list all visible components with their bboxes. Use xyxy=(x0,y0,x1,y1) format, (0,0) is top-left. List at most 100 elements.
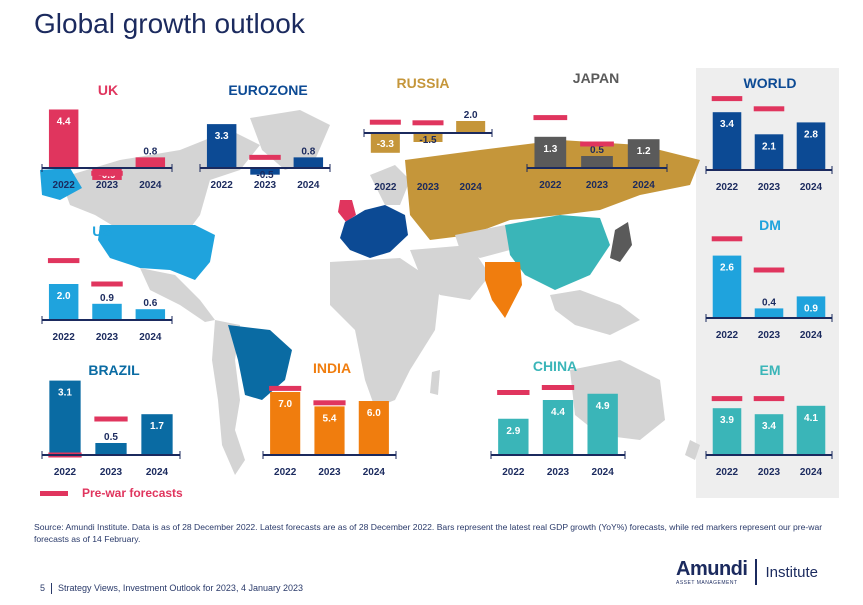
russia-bar-2022 xyxy=(370,133,400,153)
russia-prewar-marker-2023 xyxy=(412,120,444,126)
world-bar-2022 xyxy=(712,112,742,170)
em-value-2022: 3.9 xyxy=(720,415,734,426)
russia-bar-2023 xyxy=(413,133,443,142)
us-title: US xyxy=(92,223,111,239)
em-title: EM xyxy=(760,362,781,378)
brazil-title: BRAZIL xyxy=(88,362,140,378)
em-category-2023: 2023 xyxy=(758,467,781,478)
dm-value-2023: 0.4 xyxy=(762,297,776,308)
china-title: CHINA xyxy=(533,358,577,374)
em-category-2024: 2024 xyxy=(800,467,823,478)
source-note: Source: Amundi Institute. Data is as of … xyxy=(34,522,823,544)
india-bar-2022 xyxy=(270,392,301,455)
uk-value-2024: 0.8 xyxy=(143,146,157,157)
japan-value-2022: 1.3 xyxy=(543,144,557,155)
em-bar-2023 xyxy=(754,414,784,455)
russia-value-2022: -3.3 xyxy=(377,139,395,150)
eurozone-value-2023: -0.5 xyxy=(256,170,274,181)
logo-brand: Amundi ASSET MANAGEMENT xyxy=(676,558,748,586)
em-value-2023: 3.4 xyxy=(762,421,776,432)
brazil-value-2023: 0.5 xyxy=(104,432,118,443)
map-scandinavia xyxy=(370,165,410,205)
japan-prewar-marker-2023 xyxy=(580,141,614,147)
india-bar-2024 xyxy=(358,401,389,455)
world-value-2024: 2.8 xyxy=(804,129,818,140)
brazil-bar-2022 xyxy=(49,380,81,455)
india-category-2023: 2023 xyxy=(318,467,341,478)
russia-value-2024: 2.0 xyxy=(464,110,478,121)
dm-title: DM xyxy=(759,217,781,233)
map-central-america xyxy=(140,268,215,322)
eurozone-bar-2022 xyxy=(206,124,237,168)
japan-prewar-marker-2022 xyxy=(533,115,568,121)
map-brazil xyxy=(228,325,292,400)
india-prewar-marker-2023 xyxy=(313,400,346,406)
russia-bar-2024 xyxy=(456,121,486,133)
map-eurozone xyxy=(340,205,408,258)
dm-prewar-marker-2022 xyxy=(711,236,743,242)
world-value-2022: 3.4 xyxy=(720,119,734,130)
logo-institute: Institute xyxy=(765,563,818,581)
china-value-2023: 4.4 xyxy=(551,407,565,418)
china-value-2024: 4.9 xyxy=(596,401,610,412)
us-bar-2022 xyxy=(48,284,79,320)
china-value-2022: 2.9 xyxy=(506,426,520,437)
eurozone-prewar-marker-2023 xyxy=(249,154,281,160)
uk-category-2023: 2023 xyxy=(96,180,119,191)
eurozone-category-2022: 2022 xyxy=(211,180,234,191)
uk-bar-2022 xyxy=(48,109,79,168)
dm-prewar-marker-2023 xyxy=(753,267,785,273)
map-south-america-west xyxy=(212,320,245,475)
uk-bar-2024 xyxy=(135,157,166,168)
dm-category-2024: 2024 xyxy=(800,330,823,341)
map-uk xyxy=(338,200,356,222)
em-prewar-marker-2022 xyxy=(711,396,743,402)
brazil-prewar-marker-2023 xyxy=(94,416,128,422)
russia-category-2022: 2022 xyxy=(374,182,397,193)
world-value-2023: 2.1 xyxy=(762,141,776,152)
logo-subtitle: ASSET MANAGEMENT xyxy=(676,580,738,586)
us-value-2022: 2.0 xyxy=(57,291,71,302)
india-category-2022: 2022 xyxy=(274,467,297,478)
brazil-value-2022: 3.1 xyxy=(58,388,72,399)
brazil-bar-2023 xyxy=(95,443,127,455)
japan-bar-2023 xyxy=(581,156,613,168)
us-category-2022: 2022 xyxy=(53,332,76,343)
world-title: WORLD xyxy=(744,75,797,91)
world-bar-2024 xyxy=(796,122,826,170)
map-alaska xyxy=(40,168,82,200)
map-japan xyxy=(610,222,632,262)
uk-title: UK xyxy=(98,82,118,98)
russia-category-2023: 2023 xyxy=(417,182,440,193)
em-bar-2022 xyxy=(712,408,742,455)
em-bar-2024 xyxy=(796,405,826,455)
uk-category-2022: 2022 xyxy=(53,180,76,191)
uk-value-2022: 4.4 xyxy=(57,116,71,127)
eurozone-bar-2024 xyxy=(293,157,324,168)
map-madagascar xyxy=(430,370,440,395)
us-prewar-marker-2023 xyxy=(91,281,123,287)
india-category-2024: 2024 xyxy=(363,467,386,478)
eurozone-value-2022: 3.3 xyxy=(215,131,229,142)
russia-prewar-marker-2022 xyxy=(369,119,401,125)
eurozone-value-2024: 0.8 xyxy=(301,146,315,157)
legend: Pre-war forecasts xyxy=(40,486,183,500)
eurozone-bar-2023 xyxy=(250,168,280,175)
russia-category-2024: 2024 xyxy=(460,182,483,193)
china-bar-2022 xyxy=(498,418,529,455)
logo-name: Amundi xyxy=(676,558,748,580)
world-category-2024: 2024 xyxy=(800,182,823,193)
eurozone-title: EUROZONE xyxy=(228,82,307,98)
china-category-2024: 2024 xyxy=(592,467,615,478)
us-value-2024: 0.6 xyxy=(143,298,157,309)
em-value-2024: 4.1 xyxy=(804,413,818,424)
map-india xyxy=(485,262,522,318)
dm-category-2023: 2023 xyxy=(758,330,781,341)
brazil-category-2024: 2024 xyxy=(146,467,169,478)
eurozone-category-2024: 2024 xyxy=(297,180,320,191)
logo-divider xyxy=(755,559,758,585)
us-prewar-marker-2022 xyxy=(47,258,80,264)
map-china xyxy=(505,215,610,290)
india-value-2023: 5.4 xyxy=(323,413,337,424)
japan-category-2022: 2022 xyxy=(539,180,562,191)
